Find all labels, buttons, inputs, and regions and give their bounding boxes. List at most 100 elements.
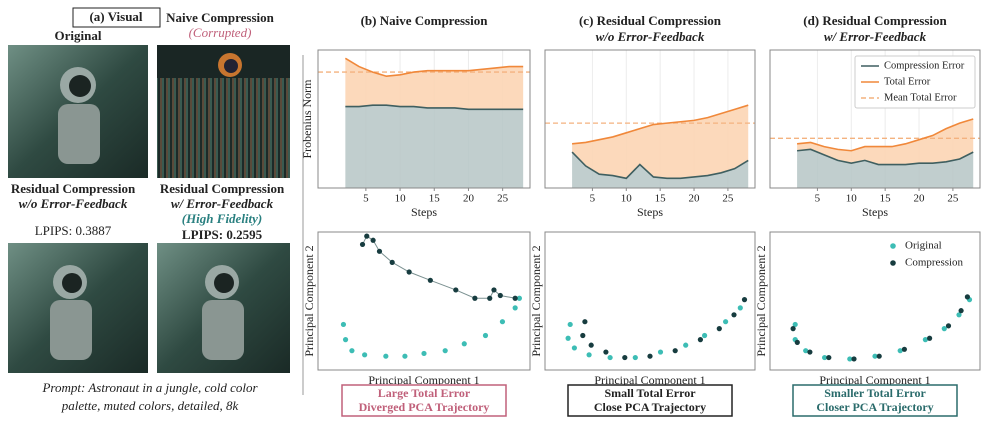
chart-title: (c) Residual Compression bbox=[579, 13, 722, 28]
point bbox=[565, 335, 571, 341]
plot-frame bbox=[544, 49, 756, 189]
x-tick-label: 25 bbox=[947, 193, 959, 205]
point bbox=[945, 323, 952, 329]
x-axis-label: Principal Component 1 bbox=[819, 373, 930, 387]
point bbox=[647, 353, 653, 359]
point bbox=[657, 349, 664, 355]
caption-text: Small Total Error bbox=[604, 386, 696, 400]
chart-title: (b) Naive Compression bbox=[361, 13, 489, 28]
chart-subtitle: w/ Error-Feedback bbox=[824, 29, 927, 44]
point bbox=[359, 241, 366, 248]
caption-box bbox=[341, 384, 507, 417]
point bbox=[427, 277, 433, 283]
point bbox=[603, 349, 609, 355]
image-title: Residual Compression bbox=[160, 181, 285, 196]
point bbox=[340, 321, 347, 328]
point bbox=[790, 326, 796, 332]
legend-label: Mean Total Error bbox=[884, 92, 957, 103]
point bbox=[421, 350, 427, 357]
legend-label: Original bbox=[905, 240, 942, 252]
point bbox=[383, 353, 389, 359]
point bbox=[442, 348, 448, 354]
image-subtitle: w/o Error-Feedback bbox=[19, 196, 128, 211]
point bbox=[922, 337, 929, 343]
plot-frame bbox=[317, 49, 531, 189]
point bbox=[941, 326, 947, 332]
chart-title: (d) Residual Compression bbox=[803, 13, 947, 28]
x-tick-label: 10 bbox=[846, 193, 858, 205]
point bbox=[672, 348, 678, 354]
caption-text: Large Total Error bbox=[378, 386, 471, 400]
label-box bbox=[72, 7, 161, 28]
legend-box bbox=[854, 55, 976, 109]
point bbox=[851, 356, 857, 362]
caption-box bbox=[792, 384, 958, 417]
image bbox=[157, 243, 290, 373]
prompt: palette, muted colors, detailed, 8k bbox=[61, 398, 239, 413]
line bbox=[345, 104, 524, 111]
point bbox=[792, 321, 798, 328]
line bbox=[572, 104, 749, 145]
point bbox=[512, 295, 518, 301]
image-note: (High Fidelity) bbox=[182, 211, 263, 226]
point bbox=[588, 342, 594, 348]
point bbox=[731, 312, 737, 318]
x-axis-label: Principal Component 1 bbox=[594, 373, 705, 387]
x-tick-label: 15 bbox=[880, 193, 892, 205]
point bbox=[567, 321, 573, 328]
point bbox=[349, 348, 355, 354]
point bbox=[683, 342, 689, 348]
x-tick-label: 25 bbox=[497, 193, 509, 205]
image bbox=[157, 45, 290, 178]
point bbox=[958, 308, 964, 314]
point bbox=[461, 341, 467, 347]
point bbox=[362, 352, 368, 358]
x-axis-label: Principal Component 1 bbox=[368, 373, 479, 387]
point bbox=[697, 337, 704, 343]
x-tick-label: 5 bbox=[590, 193, 596, 205]
caption-text: Diverged PCA Trajectory bbox=[359, 400, 490, 414]
image-title: Residual Compression bbox=[11, 181, 136, 196]
image-subtitle: w/ Error-Feedback bbox=[171, 196, 274, 211]
point bbox=[453, 287, 459, 293]
point bbox=[807, 349, 813, 355]
legend-label: Total Error bbox=[884, 76, 931, 87]
caption-box bbox=[567, 384, 733, 417]
point bbox=[389, 259, 395, 265]
point bbox=[872, 353, 878, 359]
y-axis-label: Principal Component 2 bbox=[302, 245, 316, 356]
point bbox=[499, 319, 506, 325]
point bbox=[716, 326, 722, 332]
point bbox=[723, 319, 729, 325]
plot-frame bbox=[769, 231, 981, 371]
caption-text: Smaller Total Error bbox=[824, 386, 926, 400]
x-tick-label: 20 bbox=[914, 193, 926, 205]
x-axis-label: Steps bbox=[411, 205, 437, 219]
panel-label: (a) Visual bbox=[89, 9, 142, 24]
x-tick-label: 15 bbox=[429, 193, 441, 205]
y-axis-label: Frobenius Norm bbox=[300, 79, 314, 159]
point bbox=[794, 339, 800, 345]
point bbox=[582, 319, 588, 325]
plot-frame bbox=[769, 49, 981, 189]
point bbox=[342, 337, 349, 343]
image-title: Naive Compression bbox=[166, 10, 275, 25]
x-tick-label: 5 bbox=[815, 193, 821, 205]
point bbox=[402, 353, 408, 359]
legend-swatch bbox=[890, 243, 896, 249]
plot-frame bbox=[544, 231, 756, 371]
point bbox=[632, 354, 638, 361]
point bbox=[571, 345, 578, 351]
point bbox=[622, 354, 628, 361]
point bbox=[901, 346, 908, 352]
point bbox=[822, 354, 828, 361]
area bbox=[572, 152, 749, 188]
area-band bbox=[345, 58, 524, 110]
point bbox=[607, 354, 613, 361]
x-tick-label: 5 bbox=[363, 193, 369, 205]
point bbox=[491, 287, 497, 293]
image bbox=[8, 243, 148, 373]
point bbox=[876, 353, 882, 359]
point bbox=[497, 292, 503, 299]
